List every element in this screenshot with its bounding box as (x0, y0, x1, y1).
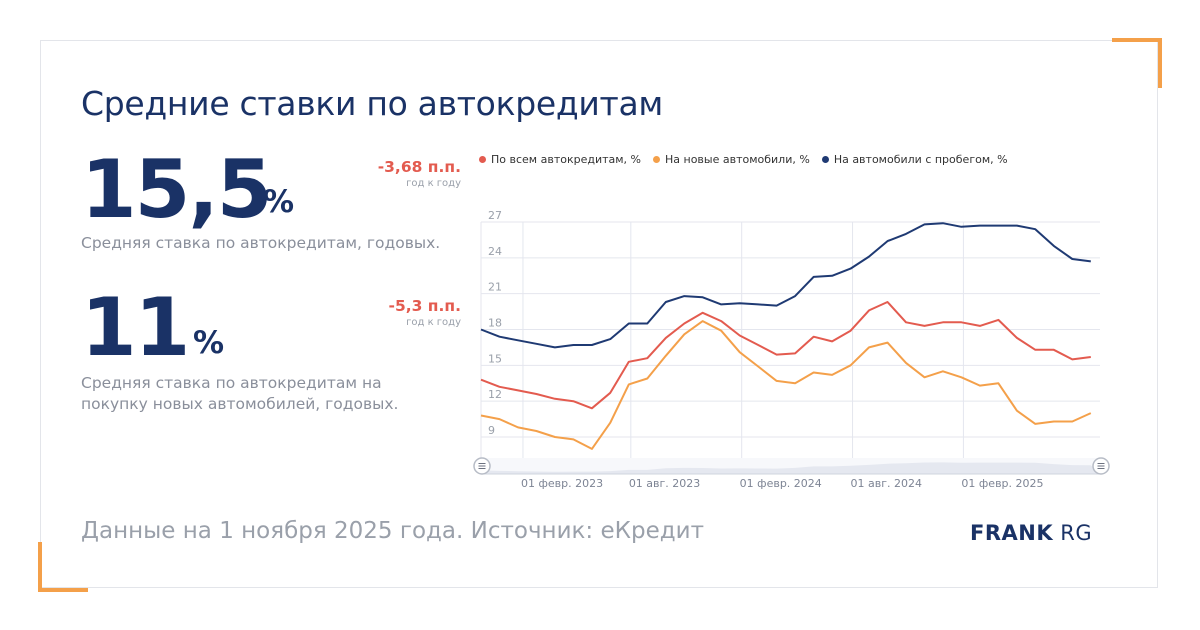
legend-item-used[interactable]: На автомобили с пробегом, % (821, 153, 1008, 166)
stat-delta-new: -5,3 п.п. (388, 297, 461, 315)
x-tick-label: 01 авг. 2024 (851, 477, 922, 490)
corner-accent-bottom-left-v (38, 542, 42, 592)
stat-delta-all: -3,68 п.п. (377, 158, 461, 176)
series-line-0 (480, 301, 1091, 410)
y-tick-label: 21 (488, 281, 502, 294)
legend-item-all[interactable]: По всем автокредитам, % (479, 153, 641, 166)
x-tick-label: 01 февр. 2024 (740, 477, 822, 490)
legend-dot-used (821, 156, 829, 163)
y-tick-label: 9 (488, 424, 495, 437)
stat-period-new: год к году (406, 317, 461, 328)
stat-value-new: 11 (81, 281, 190, 374)
legend-item-new[interactable]: На новые автомобили, % (653, 153, 810, 166)
corner-accent-top-right-h (1112, 38, 1162, 42)
logo-rest: RG (1053, 521, 1093, 545)
x-tick-label: 01 февр. 2025 (961, 477, 1043, 490)
stat-value-all: 15,5 (81, 143, 272, 236)
stat-description-new: Средняя ставка по автокредитам на покупк… (81, 374, 399, 413)
stat-unit-new: % (193, 325, 225, 361)
card-frame (40, 40, 1158, 588)
legend-label-used: На автомобили с пробегом, % (833, 153, 1008, 166)
series-line-2 (480, 222, 1091, 349)
series-line-1 (480, 320, 1092, 450)
corner-accent-bottom-left-h (38, 588, 88, 592)
stat-unit-all: % (263, 184, 295, 220)
legend-label-all: По всем автокредитам, % (491, 153, 641, 166)
stat-period-all: год к году (406, 178, 461, 189)
y-tick-label: 15 (488, 352, 502, 365)
chart-legend: По всем автокредитам, % На новые автомоб… (479, 153, 1008, 166)
y-tick-label: 24 (488, 245, 502, 258)
legend-dot-all (479, 156, 486, 163)
y-tick-label: 12 (488, 388, 502, 401)
x-tick-label: 01 авг. 2023 (629, 477, 700, 490)
navigator-preview (481, 462, 1100, 474)
legend-dot-new (653, 156, 660, 163)
brand-logo: FRANK RG (970, 521, 1092, 545)
logo-bold: FRANK (970, 521, 1054, 545)
x-tick-label: 01 февр. 2023 (521, 477, 603, 490)
y-tick-label: 27 (488, 209, 502, 222)
footer-source: Данные на 1 ноября 2025 года. Источник: … (81, 518, 704, 544)
page-title: Средние ставки по автокредитам (81, 84, 663, 123)
stat-description-all: Средняя ставка по автокредитам, годовых. (81, 234, 441, 252)
y-tick-label: 18 (488, 317, 502, 330)
legend-label-new: На новые автомобили, % (665, 153, 810, 166)
corner-accent-top-right-v (1158, 38, 1162, 88)
